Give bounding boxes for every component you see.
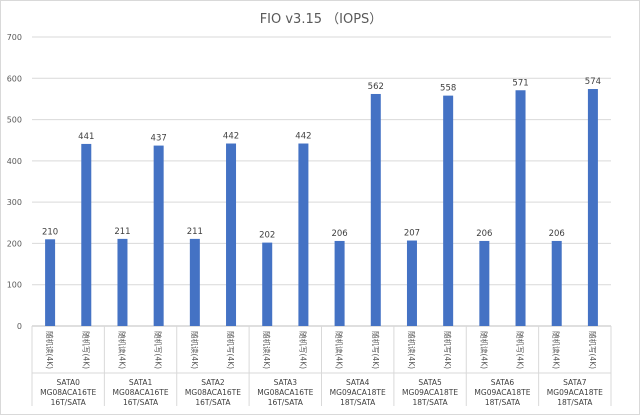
bar-category-label: 随机读(4K): [117, 331, 127, 369]
data-labels: 210 441 211 437 211 442 202 442 206 562 207 558 206 5…: [42, 77, 601, 241]
bar-category-label: 随机读(4K): [407, 331, 417, 369]
bar-category-label: 随机读(4K): [262, 331, 272, 369]
bar-category-label: 随机写(4K): [226, 331, 236, 369]
bar: [262, 242, 273, 326]
data-label: 211: [114, 227, 130, 237]
data-label: 562: [368, 82, 384, 92]
bar: [226, 143, 237, 326]
bar: [406, 240, 417, 326]
bar: [153, 145, 164, 326]
group-label: 18T/SATA: [340, 398, 376, 407]
group-label: 16T/SATA: [195, 398, 231, 407]
data-label: 202: [259, 231, 275, 241]
chart-title: FIO v3.15 （IOPS）: [260, 12, 383, 27]
group-label: SATA4: [346, 378, 370, 387]
y-tick-label: 300: [7, 198, 22, 207]
data-label: 442: [295, 132, 311, 142]
group-label: SATA7: [563, 378, 587, 387]
bar: [443, 95, 454, 326]
y-tick-label: 200: [7, 239, 22, 248]
category-labels: 随机读(4K) 随机写(4K)SATA0MG08ACA16TE16T/SATA随机…: [40, 331, 603, 407]
group-label: 18T/SATA: [557, 398, 593, 407]
bar: [370, 93, 381, 326]
group-label: SATA3: [274, 378, 298, 387]
bar-category-label: 随机读(4K): [190, 331, 200, 369]
group-label: SATA5: [418, 378, 442, 387]
group-label: SATA1: [129, 378, 153, 387]
bar-category-label: 随机读(4K): [335, 331, 345, 369]
bar-category-label: 随机写(4K): [516, 331, 526, 369]
data-label: 574: [585, 77, 601, 87]
bar: [298, 143, 309, 326]
data-label: 211: [187, 227, 203, 237]
axes: 0 100 200 300 400 500 600 700: [7, 33, 612, 406]
bar: [117, 238, 128, 326]
y-tick-label: 0: [17, 322, 22, 331]
data-label: 571: [512, 78, 528, 88]
group-label: SATA2: [201, 378, 225, 387]
bar: [551, 240, 562, 326]
bar: [334, 240, 345, 326]
y-tick-label: 500: [7, 116, 22, 125]
group-label: MG08ACA16TE: [257, 388, 313, 397]
group-label: 18T/SATA: [485, 398, 521, 407]
data-label: 206: [476, 229, 492, 239]
data-label: 441: [78, 132, 94, 142]
bar-category-label: 随机读(4K): [45, 331, 55, 369]
group-label: MG08ACA16TE: [113, 388, 169, 397]
bar: [189, 238, 200, 326]
y-tick-label: 400: [7, 157, 22, 166]
bars: [45, 89, 598, 327]
data-label: 558: [440, 84, 456, 94]
y-tick-label: 100: [7, 281, 22, 290]
bar-category-label: 随机读(4K): [552, 331, 562, 369]
y-tick-label: 700: [7, 33, 22, 42]
data-label: 437: [151, 134, 167, 144]
group-label: 16T/SATA: [123, 398, 159, 407]
data-label: 442: [223, 132, 239, 142]
data-label: 207: [404, 229, 420, 239]
y-tick-label: 600: [7, 74, 22, 83]
group-label: 16T/SATA: [51, 398, 87, 407]
bar-category-label: 随机写(4K): [81, 331, 91, 369]
bar-category-label: 随机写(4K): [443, 331, 453, 369]
bar-category-label: 随机写(4K): [298, 331, 308, 369]
bar: [81, 143, 92, 326]
group-label: MG09ACA18TE: [547, 388, 603, 397]
bar-category-label: 随机写(4K): [588, 331, 598, 369]
group-label: SATA0: [57, 378, 81, 387]
bar: [45, 239, 56, 326]
bar: [479, 240, 490, 326]
data-label: 206: [549, 229, 565, 239]
bar: [515, 90, 526, 326]
group-label: MG08ACA16TE: [40, 388, 96, 397]
group-label: 16T/SATA: [268, 398, 304, 407]
data-label: 206: [331, 229, 347, 239]
group-label: SATA6: [491, 378, 515, 387]
group-label: MG08ACA16TE: [185, 388, 241, 397]
group-label: MG09ACA18TE: [402, 388, 458, 397]
gridlines: [32, 36, 611, 286]
bar: [587, 89, 598, 327]
group-label: MG09ACA18TE: [474, 388, 530, 397]
group-label: 18T/SATA: [412, 398, 448, 407]
bar-category-label: 随机写(4K): [371, 331, 381, 369]
data-label: 210: [42, 227, 58, 237]
bar-category-label: 随机写(4K): [154, 331, 164, 369]
group-label: MG09ACA18TE: [330, 388, 386, 397]
bar-category-label: 随机读(4K): [479, 331, 489, 369]
